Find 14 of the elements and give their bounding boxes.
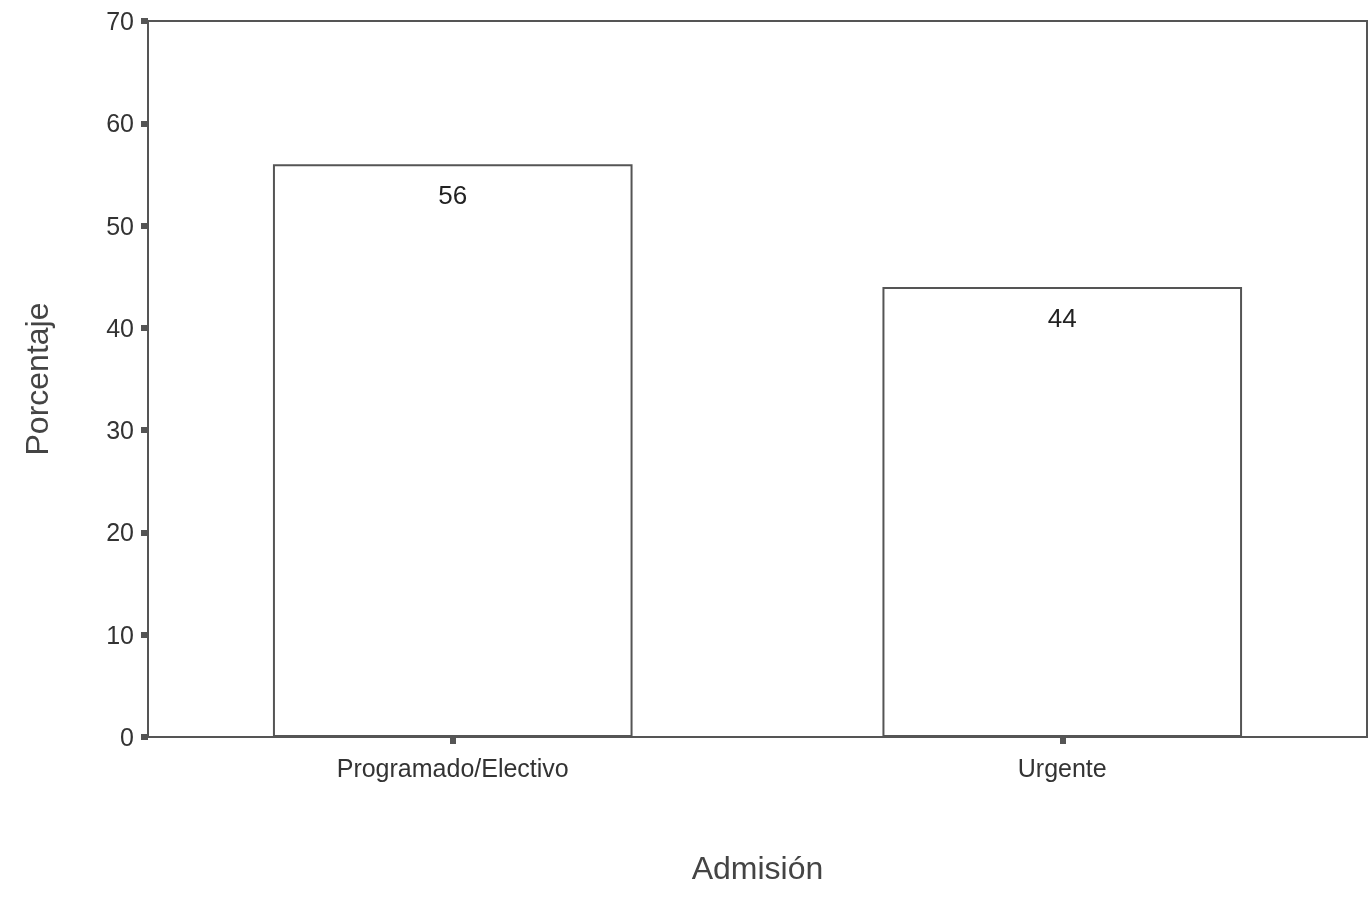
x-axis-title: Admisión (691, 850, 824, 886)
y-tick-label: 70 (106, 7, 134, 35)
y-tick-label: 0 (120, 723, 134, 751)
y-tick-label: 40 (106, 313, 134, 342)
y-tick-label: 60 (106, 109, 134, 138)
x-tick-label: Urgente (1017, 753, 1107, 782)
data-label: 44 (1047, 302, 1077, 333)
y-tick-label: 10 (106, 620, 134, 649)
y-tick-label: 20 (106, 518, 134, 547)
y-tick-label: 50 (106, 211, 134, 240)
data-label: 56 (438, 180, 468, 211)
x-tick-label: Programado/Electivo (336, 753, 569, 782)
y-tick-label: 30 (106, 416, 134, 445)
y-axis-title: Porcentaje (19, 302, 55, 456)
